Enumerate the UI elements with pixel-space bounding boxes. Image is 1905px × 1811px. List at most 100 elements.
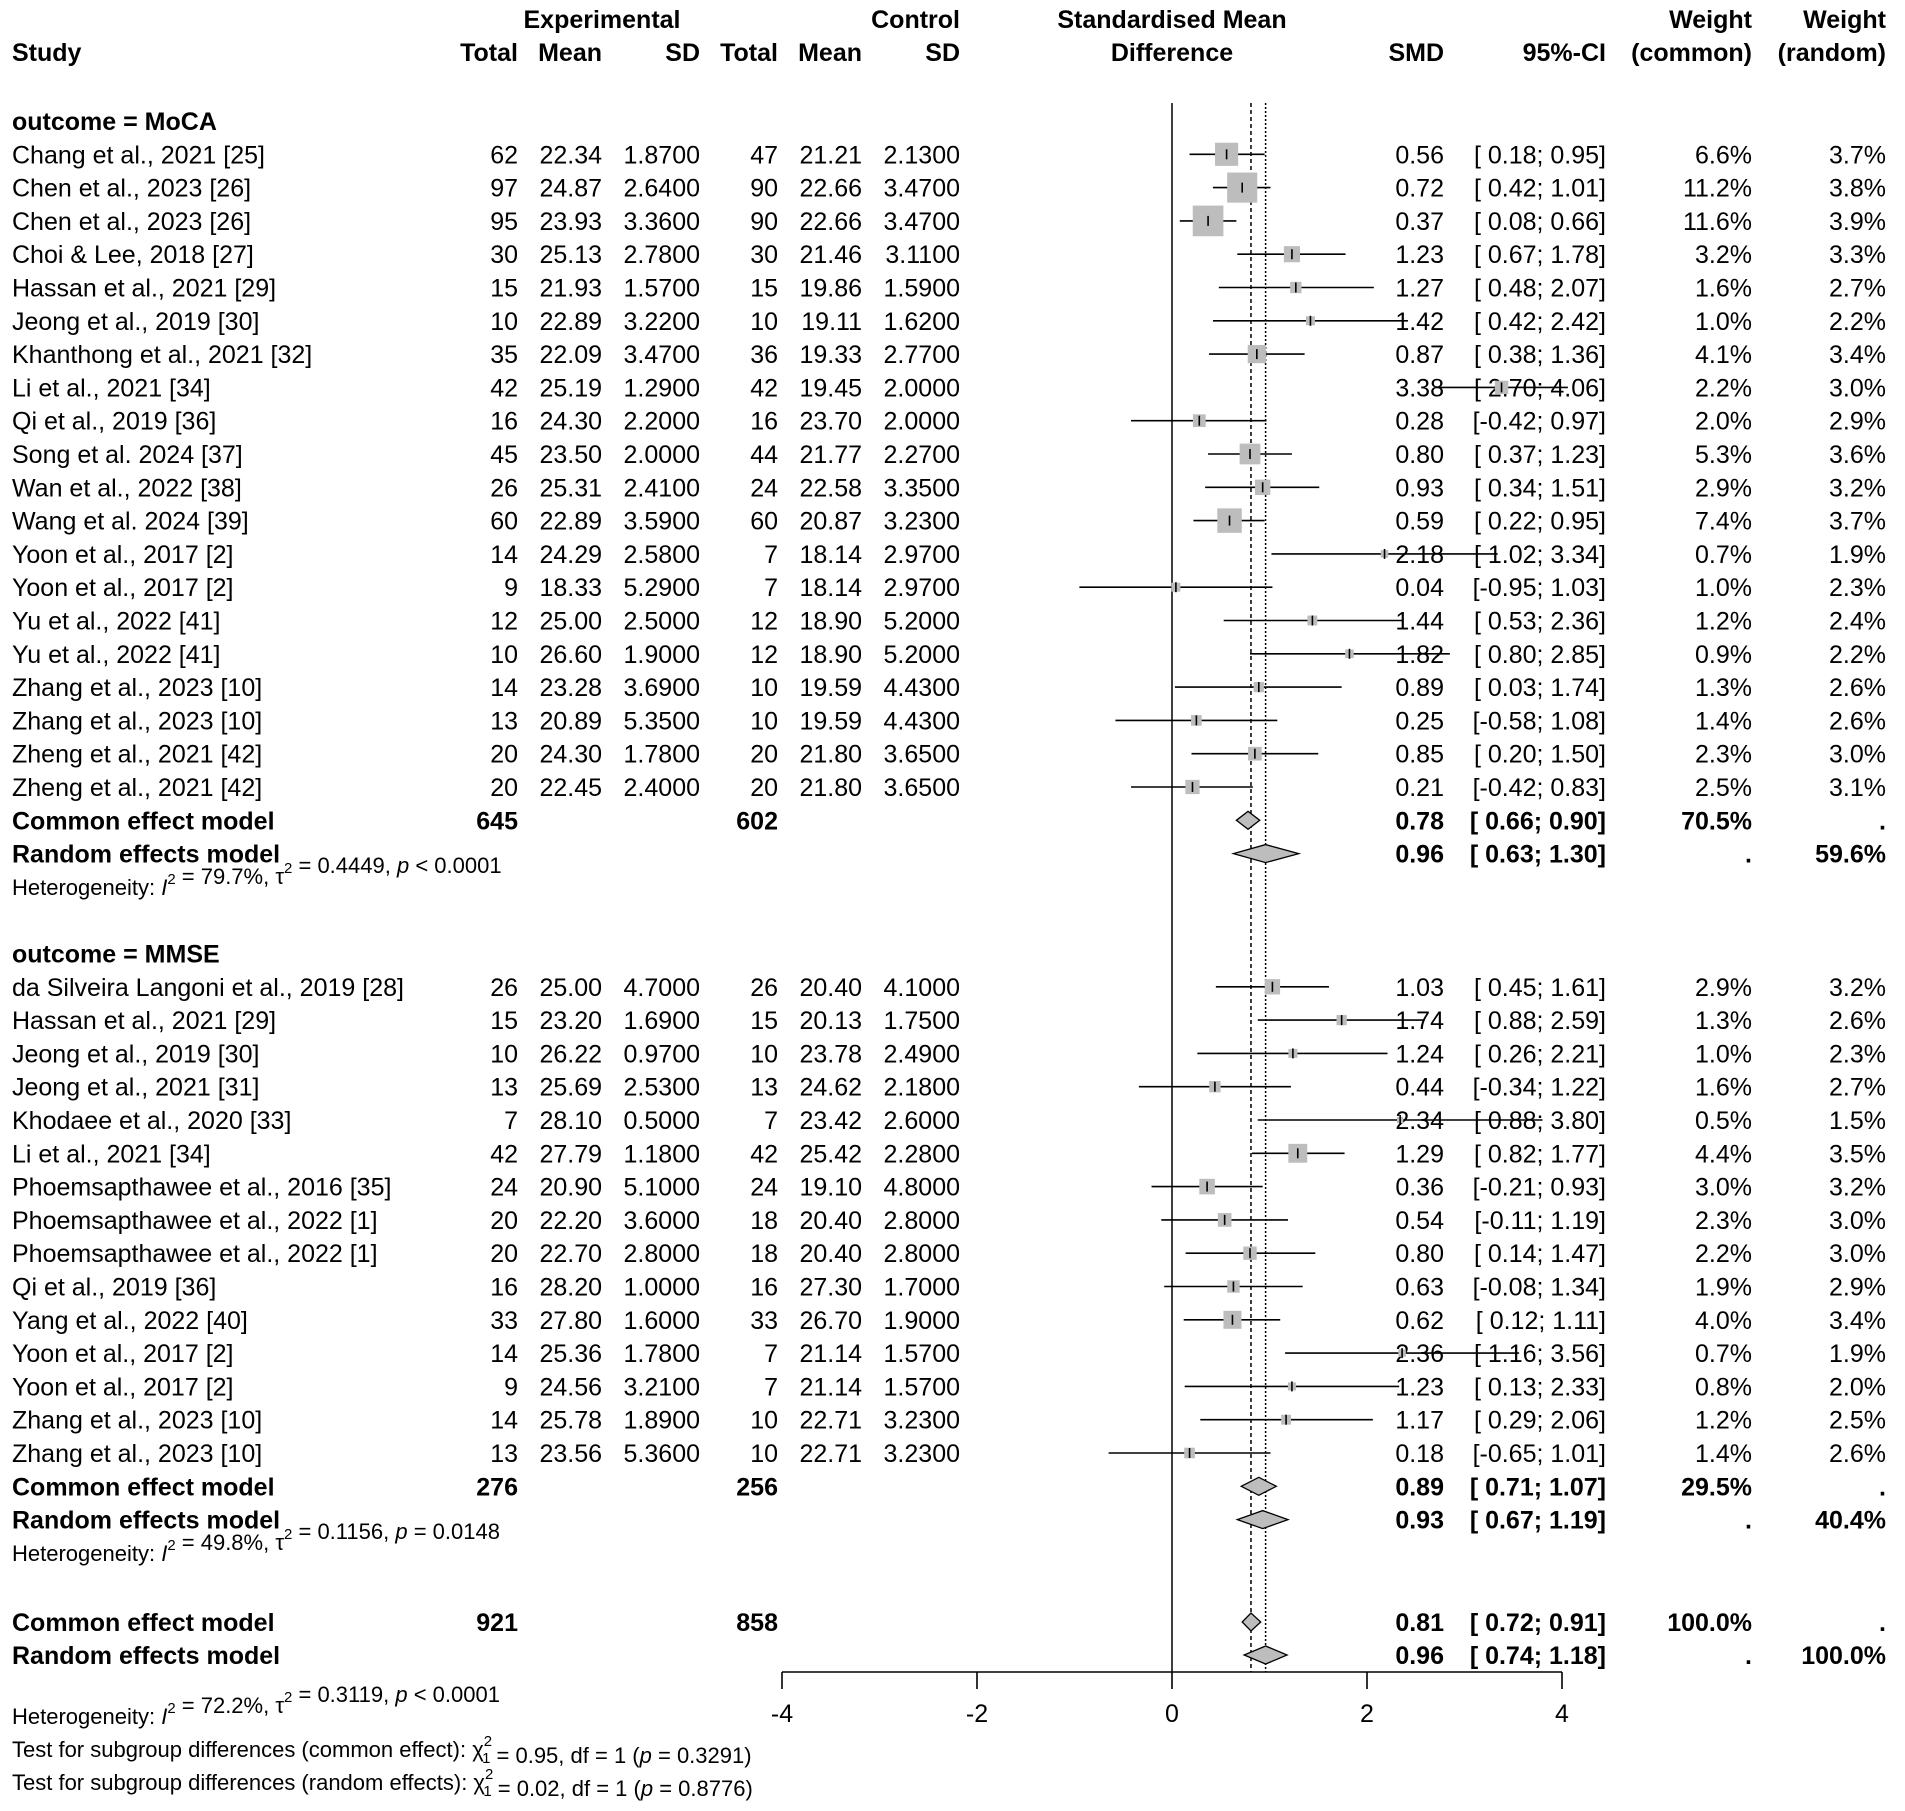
common-effect-diamond <box>1239 1476 1278 1497</box>
ci-value: [ 0.20; 1.50] <box>1474 741 1606 769</box>
weight-common: 2.5% <box>1695 774 1752 802</box>
smd-value: 1.29 <box>1395 1140 1444 1168</box>
ci-value: [-0.58; 1.08] <box>1473 707 1606 735</box>
summary-ci: [ 0.71; 1.07] <box>1470 1473 1606 1501</box>
e-total: 16 <box>490 408 518 436</box>
summary-ci: [ 0.63; 1.30] <box>1470 841 1606 869</box>
heterogeneity-text: Heterogeneity: I2 = 79.7%, τ2 = 0.4449, … <box>12 853 502 900</box>
e-mean: 23.50 <box>539 441 602 469</box>
e-sd: 0.9700 <box>624 1040 700 1068</box>
c-sd: 1.5700 <box>884 1340 960 1368</box>
weight-random: 2.3% <box>1829 1040 1886 1068</box>
e-sd: 2.8000 <box>624 1240 700 1268</box>
x-tick-label: 4 <box>1555 1700 1569 1728</box>
summary-weight-common: 70.5% <box>1681 807 1752 835</box>
c-total: 7 <box>764 1373 778 1401</box>
c-total-sum: 602 <box>736 807 778 835</box>
italic-symbol: p <box>394 1519 407 1544</box>
e-total-sum: 276 <box>476 1473 518 1501</box>
e-mean: 25.00 <box>539 974 602 1002</box>
c-mean: 19.59 <box>799 674 862 702</box>
e-total: 13 <box>490 707 518 735</box>
c-sd: 3.6500 <box>884 774 960 802</box>
smd-value: 0.59 <box>1395 508 1444 536</box>
summary-ci: [ 0.74; 1.18] <box>1470 1642 1606 1670</box>
c-sd: 3.4700 <box>884 208 960 236</box>
e-sd: 2.6400 <box>624 175 700 203</box>
superscript: 2 <box>485 1766 493 1783</box>
e-mean: 22.89 <box>539 308 602 336</box>
e-sd: 5.2900 <box>624 574 700 602</box>
study-name: Yoon et al., 2017 [2] <box>12 541 233 569</box>
smd-value: 2.18 <box>1395 541 1444 569</box>
weight-random: 2.4% <box>1829 608 1886 636</box>
superscript: 2 <box>167 1537 175 1554</box>
italic-symbol: p <box>640 1776 653 1801</box>
c-sd: 1.9000 <box>884 1307 960 1335</box>
c-total: 30 <box>750 241 778 269</box>
study-name: Chen et al., 2023 [26] <box>12 208 251 236</box>
smd-value: 1.17 <box>1395 1407 1444 1435</box>
e-total: 26 <box>490 474 518 502</box>
random-model-label: Random effects model <box>12 1642 280 1670</box>
weight-common: 4.1% <box>1695 341 1752 369</box>
weight-random: 3.3% <box>1829 241 1886 269</box>
ci-value: [ 0.82; 1.77] <box>1474 1140 1606 1168</box>
study-name: Phoemsapthawee et al., 2022 [1] <box>12 1240 378 1268</box>
study-name: Chang et al., 2021 [25] <box>12 141 265 169</box>
c-sd: 5.2000 <box>884 641 960 669</box>
ci-value: [ 0.29; 2.06] <box>1474 1407 1606 1435</box>
c-mean: 20.40 <box>799 1207 862 1235</box>
summary-smd: 0.96 <box>1395 1642 1444 1670</box>
smd-value: 0.72 <box>1395 175 1444 203</box>
c-mean: 23.70 <box>799 408 862 436</box>
ci-value: [ 2.70; 4.06] <box>1474 374 1606 402</box>
smd-value: 0.87 <box>1395 341 1444 369</box>
weight-common: 2.9% <box>1695 974 1752 1002</box>
c-sd: 2.8000 <box>884 1207 960 1235</box>
weight-random: 2.2% <box>1829 308 1886 336</box>
c-sd: 4.4300 <box>884 707 960 735</box>
c-mean: 19.86 <box>799 275 862 303</box>
smd-value: 1.27 <box>1395 275 1444 303</box>
weight-common: 1.3% <box>1695 1007 1752 1035</box>
subgroup-mmse-label: outcome = MMSE <box>12 941 220 969</box>
c-mean: 19.45 <box>799 374 862 402</box>
weight-common: 1.0% <box>1695 574 1752 602</box>
superscript: 2 <box>167 1700 175 1717</box>
study-name: Zhang et al., 2023 [10] <box>12 707 262 735</box>
header-weight-random-sub: (random) <box>1778 39 1886 67</box>
smd-value: 2.34 <box>1395 1107 1444 1135</box>
c-sd: 2.0000 <box>884 408 960 436</box>
c-sd: 3.3500 <box>884 474 960 502</box>
weight-random: 2.9% <box>1829 1274 1886 1302</box>
e-total-sum: 921 <box>476 1609 518 1637</box>
header-experimental: Experimental <box>523 6 680 34</box>
e-mean: 22.70 <box>539 1240 602 1268</box>
e-total-sum: 645 <box>476 807 518 835</box>
c-mean: 26.70 <box>799 1307 862 1335</box>
e-mean: 25.69 <box>539 1074 602 1102</box>
e-mean: 26.22 <box>539 1040 602 1068</box>
weight-random: 2.5% <box>1829 1407 1886 1435</box>
smd-value: 0.54 <box>1395 1207 1444 1235</box>
study-name: da Silveira Langoni et al., 2019 [28] <box>12 974 404 1002</box>
c-total: 7 <box>764 574 778 602</box>
c-sd: 3.1100 <box>885 241 960 269</box>
smd-value: 0.80 <box>1395 1240 1444 1268</box>
ci-value: [ 0.37; 1.23] <box>1474 441 1606 469</box>
e-sd: 1.8700 <box>624 141 700 169</box>
study-name: Choi & Lee, 2018 [27] <box>12 241 254 269</box>
ci-value: [ 0.67; 1.78] <box>1474 241 1606 269</box>
e-sd: 1.0000 <box>624 1274 700 1302</box>
c-total: 12 <box>750 641 778 669</box>
e-sd: 3.2200 <box>624 308 700 336</box>
superscript: 2 <box>284 1526 292 1543</box>
weight-common: 1.4% <box>1695 707 1752 735</box>
weight-common: 0.9% <box>1695 641 1752 669</box>
c-sd: 2.8000 <box>884 1240 960 1268</box>
text-span: Heterogeneity: <box>12 1704 161 1729</box>
weight-common: 1.9% <box>1695 1274 1752 1302</box>
c-mean: 24.62 <box>799 1074 862 1102</box>
